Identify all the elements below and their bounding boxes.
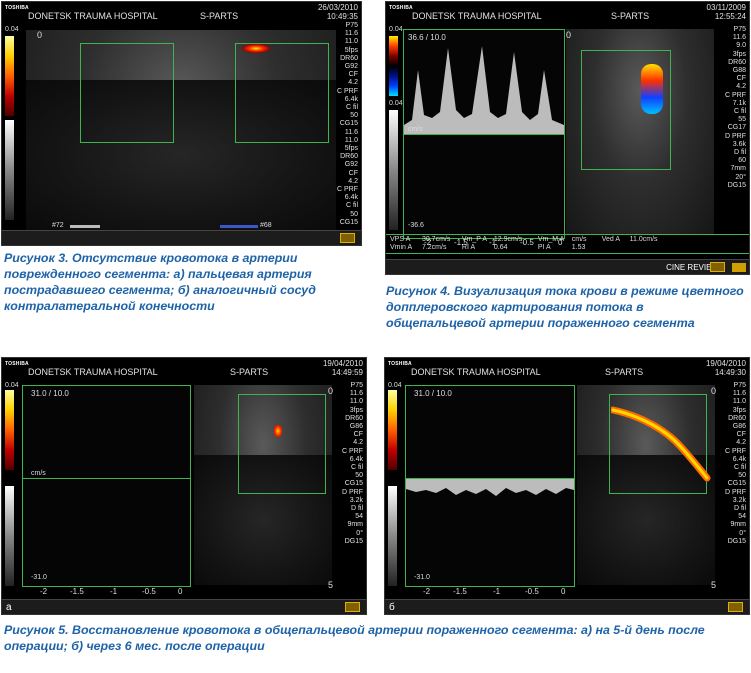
status-bar: б xyxy=(385,599,749,614)
color-flow-signal xyxy=(641,64,663,114)
velocity-min: -36.6 xyxy=(408,222,424,229)
ultrasound-image xyxy=(194,385,332,585)
datetime: 19/04/2010 14:49:30 xyxy=(705,359,746,377)
color-scale-bar xyxy=(388,390,397,470)
ultrasound-image xyxy=(26,30,336,230)
mode-label: S-PARTS xyxy=(200,11,239,21)
battery-icon xyxy=(710,262,725,272)
mode-label: S-PARTS xyxy=(611,11,650,21)
brand-logo: TOSHIBA xyxy=(5,361,29,367)
hospital-name: DONETSK TRAUMA HOSPITAL xyxy=(28,367,158,377)
depth-zero: 0 xyxy=(711,386,717,396)
probe-icon xyxy=(732,263,746,272)
cine-review-label: CINE REVIEW xyxy=(666,263,719,272)
depth-five: 5 xyxy=(711,580,717,590)
baseline xyxy=(406,478,574,479)
scan-parameters: P75 11.6 11.0 3fps DR60 G86 CF 4.2 C PRF… xyxy=(342,382,363,545)
color-flow-signal xyxy=(274,425,282,437)
scan-parameters: P75 11.6 11.0 3fps DR60 G86 CF 4.2 C PRF… xyxy=(725,382,746,545)
color-scale-bar xyxy=(5,36,14,116)
baseline xyxy=(404,134,564,135)
caption-figure-4: Рисунок 4. Визуализация тока крови в реж… xyxy=(386,284,744,330)
scale-top: 0.04 xyxy=(389,26,403,33)
scan-parameters: P75 11.6 11.0 5fps DR60 G92 CF 4.2 C PRF… xyxy=(337,22,358,226)
baseline xyxy=(23,478,190,479)
scale-top: 0.04 xyxy=(388,382,402,389)
datetime: 26/03/2010 10:49:35 xyxy=(317,3,358,21)
doppler-waveform xyxy=(406,478,574,496)
doppler-color-bar xyxy=(389,36,398,96)
velocity-unit: cm/s xyxy=(408,126,423,133)
gray-scale-bar xyxy=(5,486,14,586)
color-flow-signal xyxy=(611,406,711,482)
color-flow-signal xyxy=(242,44,270,53)
hospital-name: DONETSK TRAUMA HOSPITAL xyxy=(412,11,542,21)
depth-zero: 0 xyxy=(328,386,334,396)
table-row-2: Vmin A 7.2cm/s RI A 0.64 PI A 1.53 xyxy=(390,244,586,251)
brand-logo: TOSHIBA xyxy=(5,5,29,11)
color-roi xyxy=(581,50,671,170)
velocity-unit: cm/s xyxy=(31,470,46,477)
scale-top: 0.04 xyxy=(5,382,19,389)
velocity-min: -31.0 xyxy=(31,574,47,581)
brand-logo: TOSHIBA xyxy=(388,361,412,367)
marker-left-label: #72 xyxy=(52,222,64,229)
spectral-doppler-window: 31.0 / 10.0 -31.0 xyxy=(405,385,575,587)
mode-label: S-PARTS xyxy=(605,367,644,377)
figure-3-ultrasound: TOSHIBA DONETSK TRAUMA HOSPITAL S-PARTS … xyxy=(1,1,362,246)
doppler-waveform xyxy=(404,46,564,134)
battery-icon xyxy=(345,602,360,612)
figure-5a-ultrasound: TOSHIBA DONETSK TRAUMA HOSPITAL S-PARTS … xyxy=(1,357,367,615)
depth-zero: 0 xyxy=(566,30,572,40)
hospital-name: DONETSK TRAUMA HOSPITAL xyxy=(28,11,158,21)
figure-4-ultrasound: TOSHIBA DONETSK TRAUMA HOSPITAL S-PARTS … xyxy=(385,1,750,275)
color-roi xyxy=(609,394,707,494)
gray-scale-bar xyxy=(388,486,397,586)
velocity-scale-label: 31.0 / 10.0 xyxy=(414,389,452,398)
position-slider-right xyxy=(220,225,258,228)
measurement-table: VPS A 30.7cm/s Vm_P A 12.9cm/s Vm_M A cm… xyxy=(386,234,749,254)
scale-top: 0.04 xyxy=(5,26,19,33)
scan-parameters: P75 11.6 9.0 3fps DR60 G88 CF 4.2 C PRF … xyxy=(725,26,746,189)
hospital-name: DONETSK TRAUMA HOSPITAL xyxy=(411,367,541,377)
battery-icon xyxy=(340,233,355,243)
battery-icon xyxy=(728,602,743,612)
color-roi-right xyxy=(235,43,329,143)
velocity-scale-label: 36.6 / 10.0 xyxy=(408,33,446,42)
status-bar xyxy=(2,230,361,245)
depth-zero: 0 xyxy=(37,30,43,40)
figure-5b-ultrasound: TOSHIBA DONETSK TRAUMA HOSPITAL S-PARTS … xyxy=(384,357,750,615)
gray-scale-bar xyxy=(5,120,14,220)
subfigure-letter: а xyxy=(6,602,12,613)
status-bar: а xyxy=(2,599,366,614)
caption-figure-3: Рисунок 3. Отсутствие кровотока в артери… xyxy=(4,251,316,313)
subfigure-letter: б xyxy=(389,602,395,613)
scale-mid: 0.04 xyxy=(389,100,403,107)
mode-label: S-PARTS xyxy=(230,367,269,377)
color-scale-bar xyxy=(5,390,14,470)
status-bar: CINE REVIEW xyxy=(386,259,749,274)
datetime: 19/04/2010 14:49:59 xyxy=(322,359,363,377)
spectral-doppler-window: 36.6 / 10.0 cm/s -36.6 xyxy=(403,29,565,239)
time-axis: -2 -1.5 -1 -0.5 0 xyxy=(423,587,566,596)
gray-scale-bar xyxy=(389,110,398,230)
time-axis: -2 -1.5 -1 -0.5 0 xyxy=(424,238,563,247)
datetime: 03/11/2009 12:55:24 xyxy=(706,3,746,21)
depth-five: 5 xyxy=(328,580,334,590)
caption-figure-5: Рисунок 5. Восстановление кровотока в об… xyxy=(4,623,705,653)
ultrasound-image xyxy=(566,29,714,234)
position-slider-left xyxy=(70,225,100,228)
time-axis: -2 -1.5 -1 -0.5 0 xyxy=(40,587,183,596)
velocity-scale-label: 31.0 / 10.0 xyxy=(31,389,69,398)
brand-logo: TOSHIBA xyxy=(389,5,413,11)
color-roi xyxy=(238,394,326,494)
spectral-doppler-window: 31.0 / 10.0 cm/s -31.0 xyxy=(22,385,191,587)
color-roi-left xyxy=(80,43,174,143)
table-row-1: VPS A 30.7cm/s Vm_P A 12.9cm/s Vm_M A cm… xyxy=(390,236,658,243)
marker-right-label: #68 xyxy=(260,222,272,229)
velocity-min: -31.0 xyxy=(414,574,430,581)
